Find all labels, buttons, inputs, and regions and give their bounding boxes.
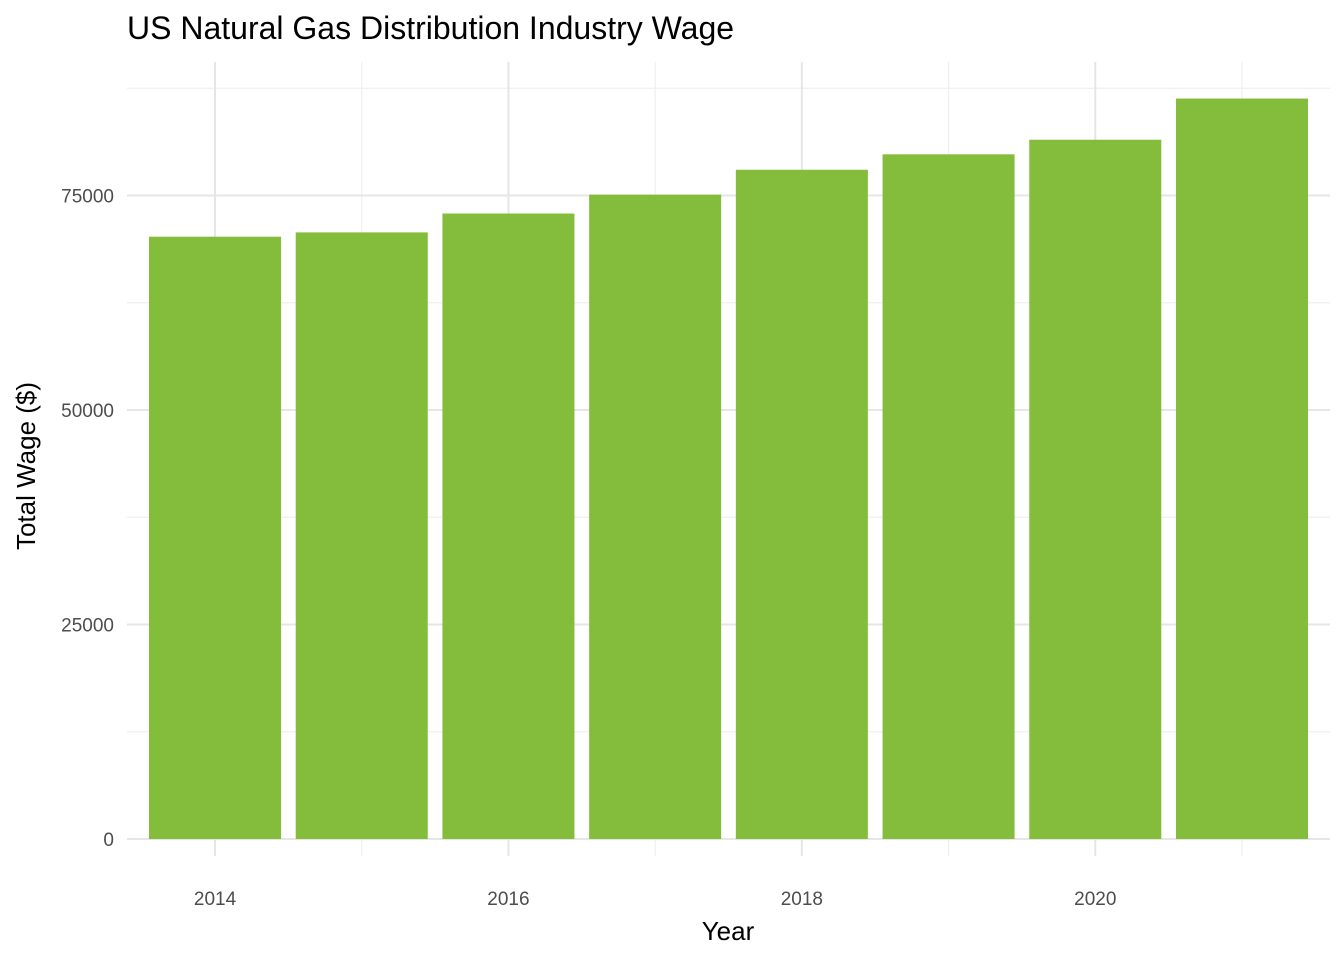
y-tick-label: 0 [103, 830, 114, 851]
y-tick-label: 75000 [61, 187, 114, 208]
bar-2020 [1029, 139, 1162, 840]
x-axis-title: Year [702, 916, 755, 946]
bar-2017 [589, 194, 722, 840]
y-axis-title: Total Wage ($) [11, 382, 41, 550]
x-tick-label: 2020 [1074, 889, 1116, 910]
bar-2014 [149, 236, 282, 839]
bars [149, 98, 1308, 840]
bar-2016 [442, 213, 575, 839]
bar-2019 [882, 154, 1015, 840]
x-tick-label: 2014 [194, 889, 237, 910]
x-tick-label: 2016 [487, 889, 529, 910]
bar-2021 [1175, 98, 1308, 839]
chart-title: US Natural Gas Distribution Industry Wag… [127, 10, 734, 46]
y-axis-ticks: 0 25000 50000 75000 [61, 187, 114, 852]
bar-2018 [735, 169, 868, 839]
x-tick-label: 2018 [781, 889, 823, 910]
x-axis-ticks: 2014 2016 2018 2020 [194, 889, 1117, 910]
y-tick-label: 25000 [61, 616, 114, 637]
bar-2015 [295, 232, 428, 840]
y-tick-label: 50000 [61, 401, 114, 422]
